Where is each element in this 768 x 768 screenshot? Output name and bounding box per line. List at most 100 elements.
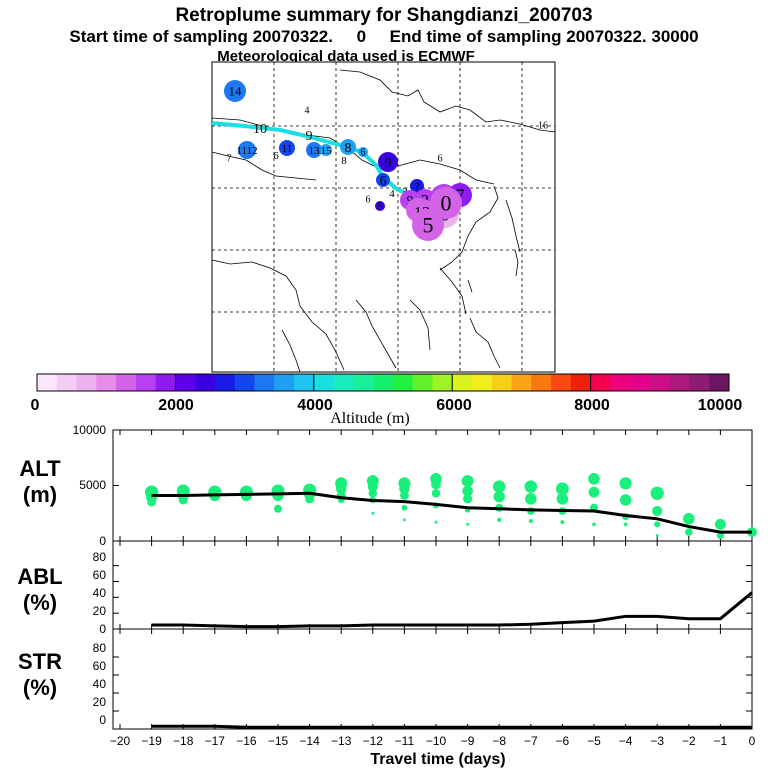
alt-scatter-point (462, 485, 473, 497)
colorbar-segment (195, 374, 216, 391)
map-marker-dot (378, 152, 398, 172)
colorbar-segment (56, 374, 78, 391)
alt-scatter-point (402, 518, 406, 522)
alt-scatter-point (336, 483, 347, 495)
alt-ytick-5000: 5000 (79, 478, 106, 492)
x-tick-label: −15 (268, 734, 289, 748)
colorbar-segment (551, 374, 572, 391)
colorbar-segment (274, 374, 295, 391)
alt-scatter-point (463, 494, 473, 504)
str-panel-frame (112, 628, 753, 730)
x-tick-label: −12 (363, 734, 384, 748)
alt-scatter-point (528, 518, 533, 524)
map-marker-dot (376, 173, 390, 187)
x-tick-label: 0 (749, 734, 756, 748)
colorbar-segment (630, 374, 651, 391)
x-axis-label: Travel time (days) (370, 751, 505, 768)
alt-scatter-point (556, 482, 569, 496)
colorbar-segment (531, 374, 552, 391)
map-marker-dot (279, 140, 295, 156)
colorbar-tick-0: 0 (31, 397, 40, 414)
map-marker: 11 (279, 140, 295, 156)
map-marker-label: 6 (380, 174, 387, 189)
colorbar-segment (452, 374, 473, 391)
alt-scatter-point (497, 517, 502, 523)
alt-scatter-point (431, 479, 441, 490)
x-tick-label: −7 (524, 734, 538, 748)
alt-scatter-point (652, 505, 663, 517)
str-series-line (151, 724, 752, 729)
map-marker: 8 (340, 139, 356, 156)
map-marker: 9 (378, 152, 398, 172)
sampling-time-line: Start time of sampling 20070322. 0 End t… (69, 27, 698, 46)
colorbar-segment (610, 374, 631, 391)
map-marker-label: 7 (414, 181, 420, 193)
alt-scatter-point (619, 494, 632, 506)
map-marker-dot (340, 139, 356, 155)
map-marker: 6 (438, 154, 443, 165)
map-marker-label: 1112 (236, 145, 257, 157)
x-tick-label: −2 (682, 734, 696, 748)
colorbar-segment (234, 374, 255, 391)
map-marker-label: 8 (345, 141, 352, 156)
map-marker-label: 15 (321, 145, 333, 157)
alt-scatter-point (178, 495, 188, 505)
map-marker: 7 (410, 179, 424, 193)
colorbar-segment (116, 374, 137, 391)
str-ytick-60: 60 (93, 659, 107, 673)
abl-ytick-40: 40 (93, 586, 107, 600)
x-tick-label: −16 (236, 734, 257, 748)
x-tick-label: −3 (650, 734, 664, 748)
colorbar-segment (294, 374, 315, 391)
map-marker-label: 5 (423, 213, 434, 238)
alt-scatter-point (685, 528, 693, 536)
alt-scatter-point (525, 493, 537, 505)
abl-series-line (151, 591, 753, 629)
x-tick-label: −18 (173, 734, 194, 748)
colorbar-segment (491, 374, 513, 391)
map-marker: 8 (341, 155, 347, 167)
abl-y-ticks: 0 20 40 60 80 (93, 550, 107, 636)
alt-scatter-point (556, 493, 569, 505)
map-marker-dot (320, 144, 332, 156)
x-tick-label: −19 (141, 734, 162, 748)
map-grid (212, 62, 555, 372)
map-marker: 5 (412, 209, 444, 241)
str-y-ticks: 0 20 40 60 80 (93, 641, 107, 727)
map-marker-label: 4 (305, 106, 310, 117)
map-marker-label: 16 (538, 121, 548, 132)
colorbar-segment (37, 374, 58, 391)
alt-scatter-point (654, 521, 661, 528)
map-marker: 5 (375, 201, 385, 213)
alt-scatter-point (655, 533, 659, 537)
alt-scatter-point (461, 475, 474, 487)
map-markers: 1441610911121113157688696665437029316713… (224, 80, 548, 241)
alt-scatter-point (714, 518, 726, 530)
colorbar-tick-6000: 6000 (436, 397, 472, 414)
map-marker: 6 (376, 173, 390, 189)
map-marker-dot (306, 142, 322, 158)
colorbar-segment (353, 374, 374, 391)
map-marker: 6 (273, 150, 279, 162)
alt-scatter-point (650, 486, 664, 500)
map-marker-dot (410, 179, 424, 193)
alt-scatter-point (371, 511, 375, 515)
map-marker-label: 14 (229, 84, 243, 99)
alt-scatter-point (592, 522, 596, 527)
alt-scatter-point (272, 489, 284, 502)
abl-panel-unit: (%) (23, 590, 57, 615)
series-lines (151, 491, 753, 729)
colorbar-segment (76, 374, 97, 391)
alt-scatter-point (274, 504, 282, 513)
alt-series-line (151, 491, 752, 534)
alt-scatter-point (400, 491, 409, 500)
map-marker: 4 (305, 106, 310, 117)
map-marker-dot (238, 141, 256, 159)
alt-scatter-point (401, 504, 408, 511)
x-tick-label: −9 (461, 734, 475, 748)
alt-scatter-point (434, 520, 438, 524)
map-marker-label: 13 (309, 145, 321, 157)
map-marker-dot (430, 187, 462, 219)
colorbar-segment (590, 374, 611, 391)
colorbar-segment (392, 374, 414, 391)
